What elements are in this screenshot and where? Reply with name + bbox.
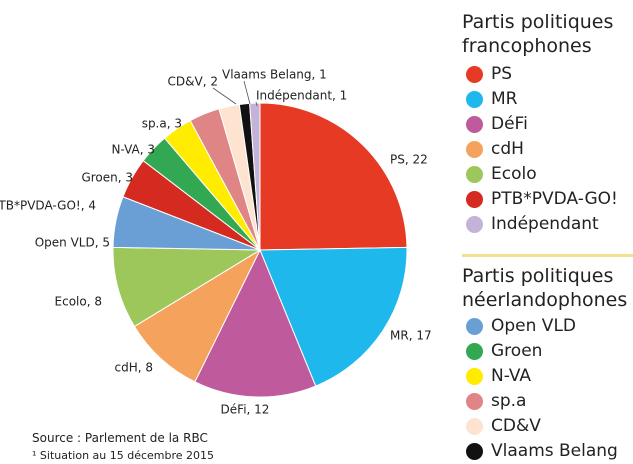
data-label: PTB*PVDA-GO!, 4 (0, 199, 96, 213)
data-label: sp.a, 3 (142, 117, 182, 131)
legend-label: Indépendant (491, 214, 599, 234)
legend-label: MR (491, 89, 518, 109)
legend-item: sp.a (462, 389, 633, 414)
legend-separator (462, 254, 633, 257)
legend-swatch (466, 216, 483, 233)
legend-swatch (466, 166, 483, 183)
legend-label: DéFi (491, 114, 528, 134)
data-label: MR, 17 (390, 329, 432, 343)
legend-swatch (466, 191, 483, 208)
legend-item: cdH (462, 137, 633, 162)
footnote: ¹ Situation au 15 décembre 2015 (32, 449, 215, 462)
legend-item: DéFi (462, 112, 633, 137)
legend-label: CD&V (491, 416, 541, 436)
legend-label: sp.a (491, 391, 527, 411)
legend-item: CD&V (462, 414, 633, 439)
data-label: Vlaams Belang, 1 (222, 68, 327, 82)
legend-swatch (466, 141, 483, 158)
legend-swatch (466, 368, 483, 385)
source-note: Source : Parlement de la RBC (32, 431, 208, 445)
data-label: Indépendant, 1 (256, 89, 347, 103)
data-label: Ecolo, 8 (55, 295, 102, 309)
legend-item: Groen (462, 339, 633, 364)
leader-line (255, 101, 258, 107)
pie-slice (194, 248, 317, 398)
legend-label: Ecolo (491, 164, 537, 184)
legend-label: PTB*PVDA-GO! (491, 189, 618, 209)
legend-label: Vlaams Belang (491, 441, 618, 461)
legend-item: Vlaams Belang (462, 439, 633, 464)
legend: PS MR DéFi cdH Ecolo PTB*PVDA-GO! Indépendant (462, 62, 633, 237)
data-label: Groen, 3 (81, 171, 133, 185)
data-label: DéFi, 12 (221, 403, 270, 417)
data-label: cdH, 8 (114, 361, 153, 375)
pie-slice (133, 248, 262, 383)
data-label: PS, 22 (390, 153, 428, 167)
legend-swatch (466, 91, 483, 108)
legend-title: Partis politiques néerlandophones (462, 265, 628, 311)
legend-swatch (466, 116, 483, 133)
legend-swatch (466, 343, 483, 360)
legend-swatch (466, 66, 483, 83)
pie-slice (259, 102, 408, 251)
legend-label: Open VLD (491, 316, 576, 336)
legend-swatch (466, 418, 483, 435)
pie-slice (259, 246, 408, 387)
legend-swatch (466, 443, 483, 460)
legend-label: N-VA (491, 366, 532, 386)
legend: Open VLD Groen N-VA sp.a CD&V Vlaams Belang (462, 314, 633, 464)
legend-item: Indépendant (462, 212, 633, 237)
leader-line (243, 80, 251, 105)
data-label: CD&V, 2 (168, 75, 218, 89)
legend-item: PS (462, 62, 633, 87)
legend-item: Ecolo (462, 162, 633, 187)
legend-item: Open VLD (462, 314, 633, 339)
legend-item: PTB*PVDA-GO! (462, 187, 633, 212)
data-label: N-VA, 3 (111, 143, 155, 157)
legend-swatch (466, 393, 483, 410)
legend-item: N-VA (462, 364, 633, 389)
pie-slice (112, 246, 262, 328)
legend-swatch (466, 318, 483, 335)
legend-label: cdH (491, 139, 524, 159)
legend-item: MR (462, 87, 633, 112)
leader-line (212, 87, 237, 105)
legend-label: PS (491, 64, 513, 84)
data-label: Open VLD, 5 (35, 236, 110, 250)
chart: PS, 22 MR, 17 DéFi, 12 cdH, 8 Ecolo, 8 Open V… (0, 68, 432, 417)
legend-title: Partis politiques francophones (462, 11, 614, 57)
legend-label: Groen (491, 341, 543, 361)
